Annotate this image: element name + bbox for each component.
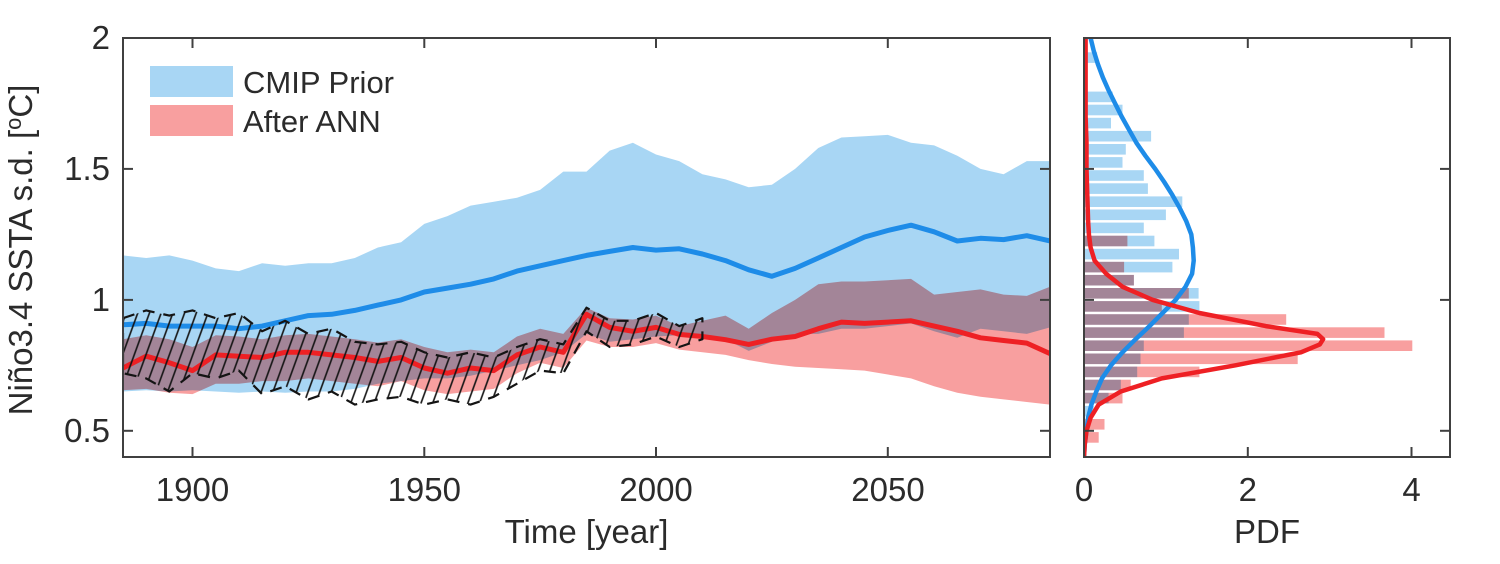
- after-ann-pdf-curve: [1084, 38, 1326, 457]
- after-ann-bar-0.725: [1085, 366, 1200, 378]
- x-tick-label-1950: 1950: [388, 471, 461, 508]
- observed-hatched-band: [123, 306, 704, 406]
- after-ann-bar-0.625: [1085, 392, 1123, 404]
- after-ann-bar-0.675: [1085, 379, 1131, 391]
- y-tick-label-0.5: 0.5: [64, 412, 110, 449]
- legend-label-after-ann: After ANN: [243, 104, 381, 139]
- cmip-prior-mean-line: [123, 222, 1050, 332]
- y-axis-label: Niño3.4 SSTA s.d. [oC]: [1, 85, 39, 416]
- cmip-prior-bar-1.275: [1085, 222, 1144, 234]
- x-tick-label-2050: 2050: [851, 471, 924, 508]
- after-ann-bar-0.825: [1085, 340, 1413, 351]
- y-axis-label-superscript: o: [1, 118, 26, 130]
- timeseries-axes-box: [122, 37, 1051, 458]
- timeseries-clip-group: [123, 134, 1050, 406]
- cmip-prior-bar-1.175: [1085, 248, 1179, 260]
- pdf-x-tick-label-4: 4: [1402, 471, 1420, 508]
- cmip-prior-bar-1.575: [1085, 144, 1126, 155]
- x-axis-label: Time [year]: [505, 513, 669, 550]
- pdf-axis-label: PDF: [1234, 513, 1300, 550]
- y-axis-label-unit: C]: [2, 85, 39, 118]
- after-ann-bar-0.775: [1085, 353, 1298, 365]
- timeseries-panel: [122, 37, 1051, 458]
- cmip-prior-bar-1.425: [1085, 183, 1148, 194]
- cmip-prior-pdf-curve: [1084, 38, 1196, 457]
- cmip-prior-bar-1.325: [1085, 209, 1166, 221]
- cmip-prior-bar-1.775: [1085, 91, 1113, 103]
- legend-swatch-cmip-prior: [150, 66, 233, 97]
- legend-swatch-after-ann: [150, 105, 233, 136]
- y-axis-label-main: Niño3.4 SSTA s.d. [: [2, 130, 39, 416]
- legend-label-cmip-prior: CMIP Prior: [243, 65, 394, 100]
- cmip-prior-bar-1.375: [1085, 196, 1183, 207]
- cmip-prior-bar-1.525: [1085, 157, 1123, 168]
- pdf-clip-group: [1084, 38, 1413, 457]
- cmip-prior-bar-1.675: [1085, 117, 1111, 129]
- after-ann-bar-0.975: [1085, 301, 1162, 312]
- after-ann-bar-1.075: [1085, 274, 1134, 286]
- cmip-prior-bar-1.725: [1085, 104, 1123, 116]
- pdf-x-tick-label-0: 0: [1075, 471, 1093, 508]
- after-ann-histogram: [1085, 235, 1413, 443]
- cmip-prior-bar-1.475: [1085, 170, 1144, 181]
- after-ann-bar-1.125: [1085, 261, 1125, 273]
- after-ann-bar-0.525: [1085, 419, 1105, 430]
- pdf-panel: [1083, 37, 1451, 458]
- x-tick-label-2000: 2000: [619, 471, 692, 508]
- pdf-axes-box: [1083, 37, 1451, 458]
- y-tick-label-1.5: 1.5: [64, 150, 110, 187]
- cmip-prior-bar-1.125: [1085, 261, 1173, 273]
- pdf-x-tick-label-2: 2: [1239, 471, 1257, 508]
- after-ann-bar-0.925: [1085, 314, 1287, 325]
- cmip-prior-bar-1.625: [1085, 130, 1152, 142]
- cmip-prior-bar-1.925: [1085, 52, 1098, 63]
- x-tick-label-1900: 1900: [156, 471, 229, 508]
- y-tick-label-1: 1: [92, 281, 110, 318]
- after-ann-bar-0.875: [1085, 327, 1385, 338]
- after-ann-bar-0.475: [1085, 432, 1099, 443]
- after-ann-bar-1.225: [1085, 235, 1128, 247]
- y-tick-label-2: 2: [92, 19, 110, 56]
- legend: CMIP Prior After ANN: [150, 65, 394, 139]
